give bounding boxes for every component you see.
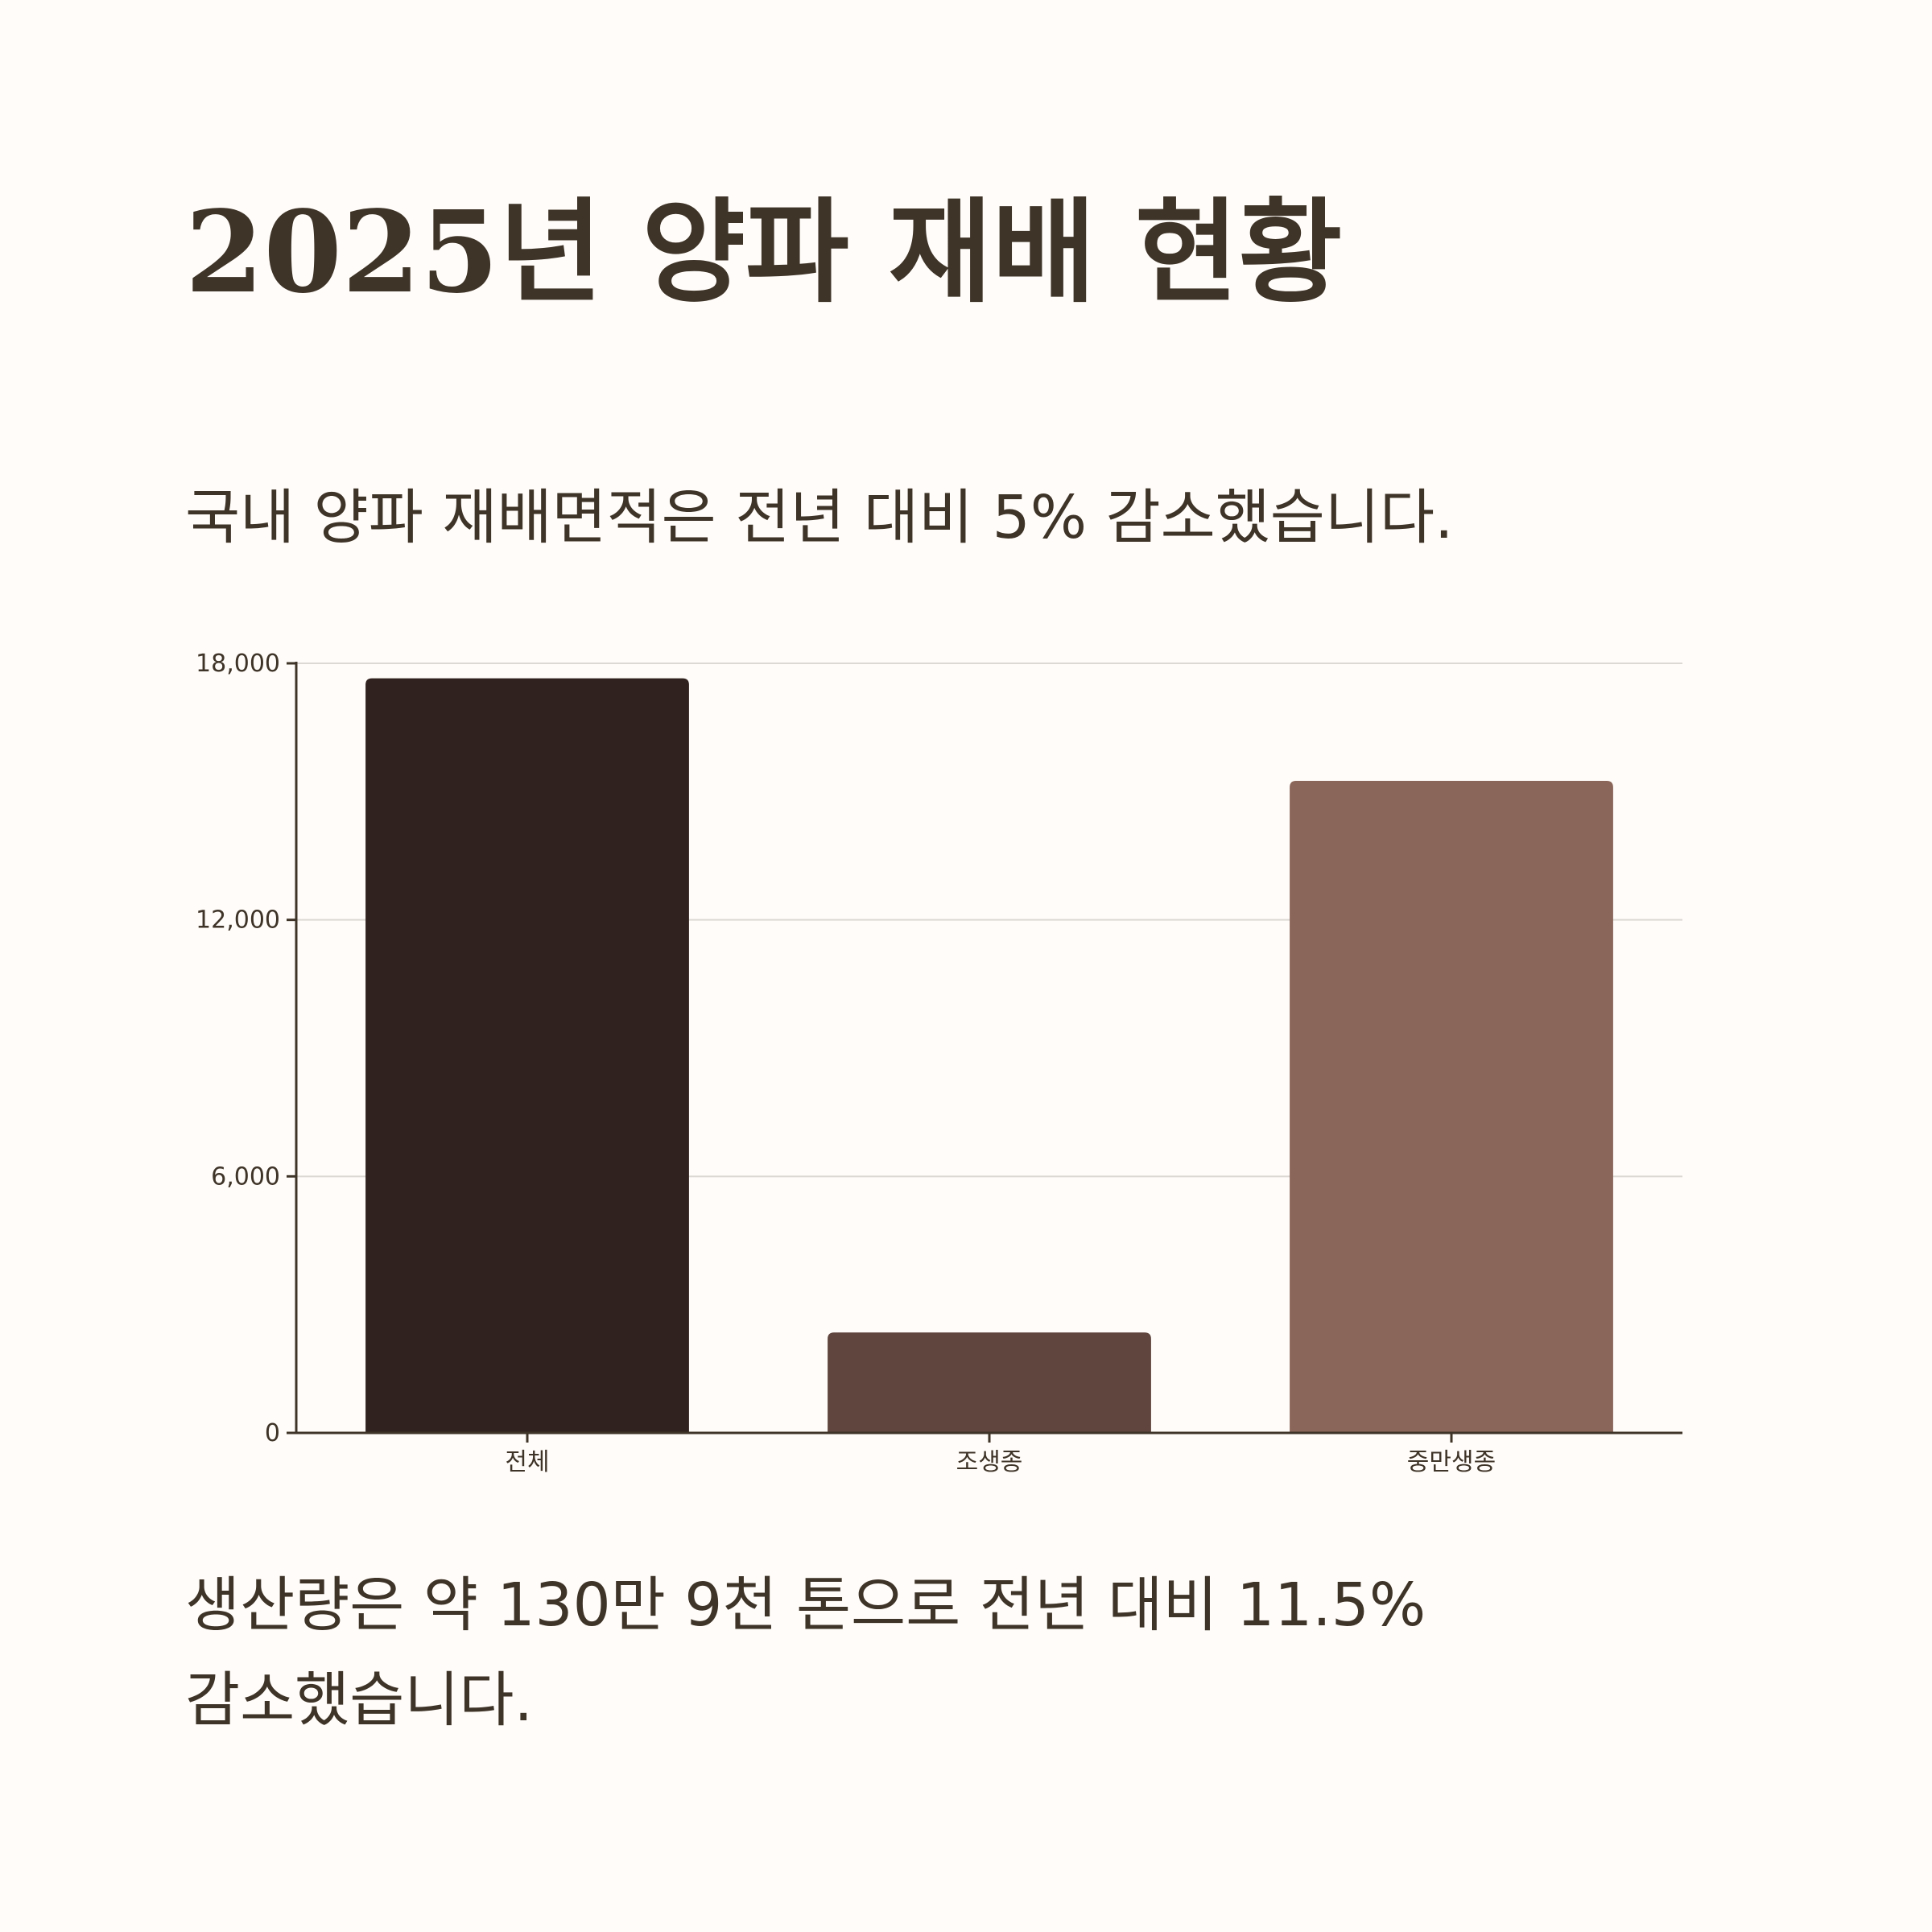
y-tick-label: 12,000 xyxy=(196,906,280,935)
bars xyxy=(365,678,1613,1433)
bar-chart: 0 6,000 12,000 18,000 전체 조생종 중만생종 xyxy=(196,650,1682,1476)
y-tick-label: 0 xyxy=(265,1419,280,1447)
x-category-label: 중만생종 xyxy=(1407,1448,1496,1476)
x-category-label: 전체 xyxy=(505,1448,549,1476)
y-tick-label: 18,000 xyxy=(196,650,280,678)
bar-1 xyxy=(365,678,689,1433)
axes xyxy=(287,662,1682,1443)
footer-text: 생산량은 약 130만 9천 톤으로 전년 대비 11.5% 감소했습니다. xyxy=(185,1571,1426,1736)
x-category-label: 조생종 xyxy=(956,1448,1023,1476)
page-title: 2025년 양파 재배 현황 xyxy=(185,187,1343,319)
bar-2 xyxy=(828,1332,1151,1433)
subtitle-text: 국내 양파 재배면적은 전년 대비 5% 감소했습니다. xyxy=(185,483,1454,552)
axis-labels: 0 6,000 12,000 18,000 전체 조생종 중만생종 xyxy=(196,650,1496,1476)
y-tick-label: 6,000 xyxy=(211,1162,280,1191)
bar-3 xyxy=(1290,781,1613,1433)
